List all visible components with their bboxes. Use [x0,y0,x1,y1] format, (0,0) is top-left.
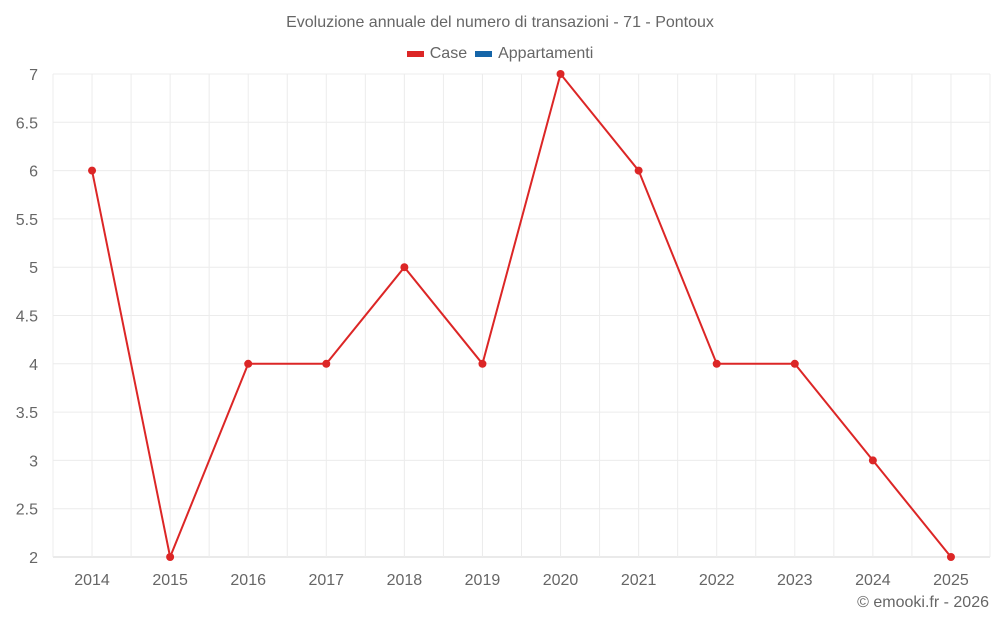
x-tick-label: 2017 [308,572,344,589]
data-point[interactable] [946,553,955,561]
x-tick-label: 2025 [933,572,969,589]
y-tick-label: 5.5 [16,212,38,229]
data-point[interactable] [400,263,409,272]
legend-swatch-appartamenti [475,51,493,57]
data-point[interactable] [322,359,331,368]
x-tick-label: 2024 [855,572,891,589]
y-tick-label: 5 [29,260,38,277]
legend-swatch-case [406,51,424,57]
data-point[interactable] [166,553,175,561]
data-point[interactable] [88,166,97,175]
x-tick-label: 2016 [230,572,266,589]
y-tick-label: 7 [29,67,38,84]
legend-label-case: Case [429,45,468,62]
data-point[interactable] [244,359,253,368]
y-tick-label: 3 [29,453,38,470]
gridlines [52,73,991,558]
data-point[interactable] [790,359,799,368]
y-tick-label: 6.5 [16,115,38,132]
data-point[interactable] [634,166,643,175]
data-point[interactable] [478,359,487,368]
y-tick-label: 2.5 [16,502,38,519]
x-tick-label: 2015 [152,572,188,589]
x-tick-label: 2014 [74,572,110,589]
chart-title: Evoluzione annuale del numero di transaz… [286,14,714,31]
y-tick-label: 3.5 [16,405,38,422]
data-point[interactable] [556,70,565,78]
x-tick-label: 2018 [387,572,423,589]
y-tick-label: 2 [29,550,38,567]
legend-item-appartamenti[interactable]: Appartamenti [475,45,593,63]
credit-text: © emooki.fr - 2026 [857,594,989,611]
legend: Case Appartamenti [0,45,1000,63]
x-tick-label: 2021 [621,572,657,589]
data-point[interactable] [712,359,721,368]
data-point[interactable] [868,456,877,465]
legend-label-appartamenti: Appartamenti [498,45,594,62]
x-axis: 2014 2015 2016 2017 2018 2019 2020 2021 2022 2023… [74,572,969,589]
y-axis: 2 2.5 3 3.5 4 4.5 5 5.5 6 6.5 7 [16,67,38,567]
legend-item-case[interactable]: Case [406,45,468,63]
y-tick-label: 6 [29,164,38,181]
x-tick-label: 2020 [543,572,579,589]
x-tick-label: 2019 [465,572,501,589]
x-tick-label: 2022 [699,572,735,589]
y-tick-label: 4 [29,357,38,374]
series-case [88,70,955,561]
y-tick-label: 4.5 [16,309,38,326]
x-tick-label: 2023 [777,572,813,589]
